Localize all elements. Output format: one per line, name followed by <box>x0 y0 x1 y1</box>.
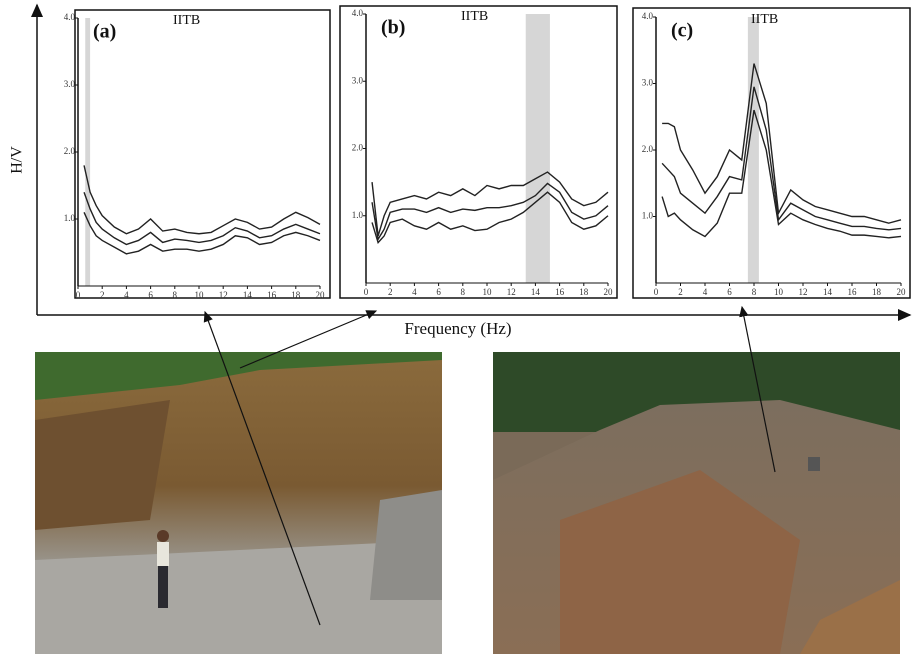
x-tick-label: 10 <box>195 290 205 300</box>
x-tick-label: 6 <box>436 287 441 297</box>
x-tick-label: 4 <box>412 287 417 297</box>
y-tick-label: 2.0 <box>642 144 654 154</box>
y-tick-label: 2.0 <box>352 143 364 153</box>
x-tick-label: 20 <box>316 290 326 300</box>
y-tick-label: 1.0 <box>642 211 654 221</box>
shaded-band <box>85 18 90 286</box>
x-tick-label: 4 <box>703 287 708 297</box>
y-tick-label: 3.0 <box>642 78 654 88</box>
x-tick-label: 2 <box>678 287 683 297</box>
x-tick-label: 6 <box>727 287 732 297</box>
panel-label: (a) <box>93 21 116 43</box>
y-tick-label: 1.0 <box>64 213 76 223</box>
x-tick-label: 18 <box>579 287 589 297</box>
x-tick-label: 16 <box>267 290 277 300</box>
site-annotation: IITB <box>173 13 200 28</box>
y-axis-label: H/V <box>9 146 26 174</box>
x-tick-label: 8 <box>173 290 178 300</box>
x-tick-label: 14 <box>531 287 541 297</box>
x-tick-label: 2 <box>388 287 393 297</box>
x-tick-label: 12 <box>507 287 516 297</box>
x-tick-label: 20 <box>604 287 614 297</box>
x-tick-label: 12 <box>799 287 808 297</box>
x-tick-label: 4 <box>124 290 129 300</box>
x-axis-label: Frequency (Hz) <box>404 319 511 338</box>
y-tick-label: 3.0 <box>64 79 76 89</box>
y-tick-label: 1.0 <box>352 210 364 220</box>
shaded-band <box>748 17 759 283</box>
x-tick-label: 20 <box>897 287 907 297</box>
y-tick-label: 4.0 <box>642 11 654 21</box>
y-tick-label: 4.0 <box>64 12 76 22</box>
x-tick-label: 10 <box>483 287 493 297</box>
photo-right <box>493 352 900 654</box>
figure: H/V Frequency (Hz) 024681012141618201.02… <box>0 0 914 654</box>
chart-frame <box>75 10 330 298</box>
panel-label: (b) <box>381 17 405 39</box>
y-tick-label: 4.0 <box>352 8 364 18</box>
y-tick-label: 2.0 <box>64 146 76 156</box>
x-tick-label: 16 <box>555 287 565 297</box>
site-annotation: IITB <box>461 9 488 24</box>
x-tick-label: 0 <box>364 287 369 297</box>
chart-frame <box>340 6 617 298</box>
x-tick-label: 18 <box>872 287 882 297</box>
x-tick-label: 16 <box>848 287 858 297</box>
x-tick-label: 8 <box>461 287 466 297</box>
photo-left <box>35 352 442 654</box>
site-annotation: IITB <box>751 12 778 27</box>
x-tick-label: 0 <box>76 290 81 300</box>
x-tick-label: 14 <box>823 287 833 297</box>
x-tick-label: 10 <box>774 287 784 297</box>
panel-label: (c) <box>671 20 693 42</box>
y-tick-label: 3.0 <box>352 75 364 85</box>
x-tick-label: 0 <box>654 287 659 297</box>
x-tick-label: 6 <box>148 290 153 300</box>
x-tick-label: 12 <box>219 290 228 300</box>
x-tick-label: 18 <box>291 290 301 300</box>
x-tick-label: 14 <box>243 290 253 300</box>
x-tick-label: 2 <box>100 290 105 300</box>
x-tick-label: 8 <box>752 287 757 297</box>
shaded-band <box>526 14 550 283</box>
